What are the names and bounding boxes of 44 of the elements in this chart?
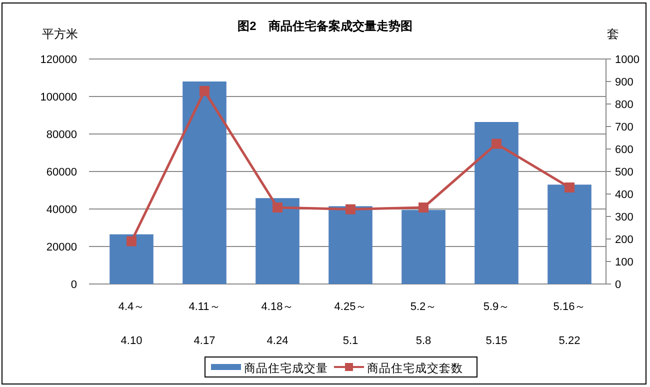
bar <box>256 198 300 284</box>
point <box>418 202 428 212</box>
y-tick-label: 40000 <box>46 204 77 216</box>
point <box>272 202 282 212</box>
y2-tick-label: 900 <box>615 76 634 88</box>
category-label: 4.4～ 4.10 <box>118 301 145 347</box>
y2-tick-label: 800 <box>615 99 634 111</box>
bar <box>402 210 446 284</box>
bar <box>474 122 518 284</box>
point <box>564 182 574 192</box>
chart-title: 图2 商品住宅备案成交量走势图 <box>238 19 412 33</box>
category-label: 5.16～ 5.22 <box>553 301 586 347</box>
y2-tick-label: 300 <box>615 212 634 224</box>
y-tick-label: 0 <box>70 279 77 291</box>
category-label: 4.25～ 5.1 <box>334 301 367 347</box>
bar <box>328 206 372 284</box>
y2-tick-label: 500 <box>615 166 634 178</box>
y2-tick-label: 1000 <box>615 54 640 66</box>
y2-tick-label: 100 <box>615 256 634 268</box>
category-label: 4.11～ 4.17 <box>188 301 220 347</box>
point <box>126 236 136 246</box>
category-label: 4.18～ 4.24 <box>261 301 294 347</box>
bar <box>110 234 154 284</box>
y2-tick-label: 700 <box>615 122 634 134</box>
y-tick-label: 80000 <box>46 129 77 141</box>
point <box>200 86 210 96</box>
category-label: 5.9～ 5.15 <box>483 301 510 347</box>
y2-tick-label: 400 <box>615 189 634 201</box>
y2-tick-label: 200 <box>615 234 634 246</box>
point <box>346 204 356 214</box>
category-label: 5.2～ 5.8 <box>410 301 437 347</box>
y2-tick-label: 0 <box>615 279 622 291</box>
point <box>492 138 502 149</box>
y2-axis-title: 套 <box>607 27 619 41</box>
bar <box>548 184 592 284</box>
legend-label: 商品住宅成交套数 <box>367 361 463 375</box>
y-tick-label: 100000 <box>40 92 77 104</box>
y2-tick-label: 600 <box>615 144 634 156</box>
bar <box>182 82 226 284</box>
y-tick-label: 20000 <box>46 242 77 254</box>
y-tick-label: 60000 <box>46 166 77 178</box>
y-tick-label: 120000 <box>40 54 77 66</box>
y-axis-title: 平方米 <box>42 27 78 41</box>
legend-label: 商品住宅成交量 <box>244 361 328 375</box>
